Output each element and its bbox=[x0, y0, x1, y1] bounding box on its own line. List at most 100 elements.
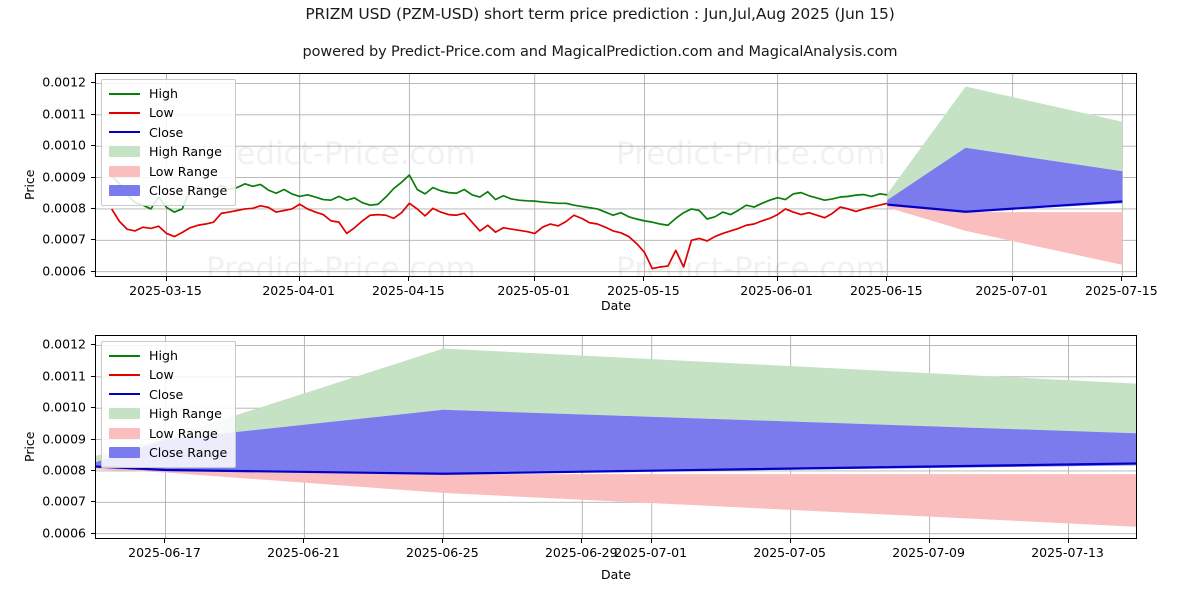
legend-item-label: Close bbox=[149, 124, 184, 140]
y-tick-mark bbox=[91, 375, 95, 377]
x-tick-label: 2025-04-01 bbox=[262, 283, 336, 298]
legend-item-label: Low Range bbox=[149, 163, 218, 179]
y-tick-label: 0.0008 bbox=[42, 462, 86, 478]
y-tick-label: 0.0009 bbox=[42, 169, 86, 185]
legend-item-label: Low bbox=[149, 105, 174, 121]
watermark-text: Predict-Price.com bbox=[206, 251, 476, 277]
legend-item-close: Close bbox=[109, 385, 227, 404]
legend-line-swatch bbox=[109, 354, 140, 357]
low-price-line bbox=[110, 202, 888, 270]
close-range-band bbox=[96, 409, 1136, 475]
y-tick-label: 0.0007 bbox=[42, 493, 86, 509]
y-tick-mark bbox=[91, 82, 95, 84]
x-tick-mark bbox=[303, 539, 305, 543]
y-tick-mark bbox=[91, 207, 95, 209]
y-tick-label: 0.0012 bbox=[42, 336, 86, 352]
low-range-band bbox=[887, 203, 1123, 265]
legend-patch-swatch bbox=[109, 185, 140, 197]
x-tick-label: 2025-07-05 bbox=[753, 545, 826, 560]
x-axis-label-bottom: Date bbox=[601, 567, 631, 582]
legend-patch-swatch bbox=[109, 146, 140, 158]
legend-line-swatch bbox=[109, 374, 140, 377]
x-tick-label: 2025-07-01 bbox=[614, 545, 688, 560]
x-tick-mark bbox=[165, 277, 167, 281]
legend-item-high-range: High Range bbox=[109, 404, 227, 423]
x-axis-label-top: Date bbox=[601, 298, 631, 313]
legend-item-label: Close Range bbox=[149, 182, 228, 198]
y-tick-label: 0.0012 bbox=[42, 74, 86, 90]
y-tick-label: 0.0010 bbox=[42, 399, 86, 415]
x-tick-label: 2025-06-17 bbox=[128, 545, 201, 560]
y-tick-mark bbox=[91, 532, 95, 534]
x-tick-label: 2025-06-25 bbox=[406, 545, 479, 560]
y-tick-mark bbox=[91, 239, 95, 241]
y-tick-label: 0.0006 bbox=[42, 263, 86, 279]
y-tick-mark bbox=[91, 176, 95, 178]
y-tick-label: 0.0009 bbox=[42, 431, 86, 447]
legend-item-label: High bbox=[149, 86, 178, 101]
x-tick-mark bbox=[533, 277, 535, 281]
y-tick-mark bbox=[91, 438, 95, 440]
x-tick-label: 2025-07-01 bbox=[975, 283, 1048, 298]
x-tick-mark bbox=[886, 277, 888, 281]
page-subtitle: powered by Predict-Price.com and Magical… bbox=[302, 44, 898, 60]
legend-item-low-range: Low Range bbox=[109, 424, 227, 443]
legend-line-swatch bbox=[109, 131, 140, 134]
legend-patch-swatch bbox=[109, 447, 140, 459]
legend-item-label: Low Range bbox=[149, 425, 218, 441]
legend-item-label: Close bbox=[149, 386, 184, 402]
x-tick-mark bbox=[1067, 539, 1069, 543]
high-range-band bbox=[887, 86, 1123, 203]
y-tick-mark bbox=[91, 407, 95, 409]
legend-line-swatch bbox=[109, 112, 140, 115]
x-tick-label: 2025-07-09 bbox=[892, 545, 965, 560]
close-price-line bbox=[887, 200, 1123, 213]
legend-item-high: High bbox=[109, 84, 227, 103]
legend-line-swatch bbox=[109, 92, 140, 95]
x-tick-label: 2025-07-15 bbox=[1085, 283, 1158, 298]
x-tick-mark bbox=[164, 539, 166, 543]
x-tick-mark bbox=[298, 277, 300, 281]
legend-patch-swatch bbox=[109, 427, 140, 439]
x-tick-mark bbox=[789, 539, 791, 543]
x-tick-mark bbox=[581, 539, 583, 543]
x-tick-mark bbox=[643, 277, 645, 281]
legend-item-close-range: Close Range bbox=[109, 443, 227, 462]
x-tick-mark bbox=[776, 277, 778, 281]
y-tick-label: 0.0006 bbox=[42, 525, 86, 541]
legend-item-close: Close bbox=[109, 123, 227, 142]
legend-item-label: High Range bbox=[149, 406, 222, 422]
x-tick-label: 2025-05-15 bbox=[607, 283, 680, 298]
x-tick-label: 2025-04-15 bbox=[372, 283, 445, 298]
page-title: PRIZM USD (PZM-USD) short term price pre… bbox=[305, 5, 895, 23]
x-tick-mark bbox=[408, 277, 410, 281]
y-tick-label: 0.0008 bbox=[42, 200, 86, 216]
x-tick-label: 2025-03-15 bbox=[129, 283, 202, 298]
x-tick-label: 2025-05-01 bbox=[497, 283, 571, 298]
legend-item-label: Close Range bbox=[149, 444, 228, 460]
x-tick-label: 2025-07-13 bbox=[1031, 545, 1104, 560]
y-tick-label: 0.0010 bbox=[42, 137, 86, 153]
legend-item-low: Low bbox=[109, 103, 227, 122]
y-tick-mark bbox=[91, 270, 95, 272]
y-tick-mark bbox=[91, 344, 95, 346]
close-price-line bbox=[96, 462, 1136, 475]
x-tick-label: 2025-06-01 bbox=[740, 283, 813, 298]
close-range-band bbox=[887, 147, 1123, 213]
x-tick-label: 2025-06-15 bbox=[849, 283, 923, 298]
legend-item-low-range: Low Range bbox=[109, 162, 227, 181]
legend-line-swatch bbox=[109, 393, 140, 396]
y-tick-label: 0.0011 bbox=[42, 106, 86, 122]
watermark-text: Predict-Price.com bbox=[206, 136, 476, 172]
x-tick-label: 2025-06-21 bbox=[267, 545, 340, 560]
legend-item-label: High bbox=[149, 348, 178, 363]
legend-item-close-range: Close Range bbox=[109, 181, 227, 200]
low-range-band bbox=[96, 465, 1136, 527]
legend-item-high-range: High Range bbox=[109, 142, 227, 161]
x-tick-mark bbox=[1011, 277, 1013, 281]
x-tick-mark bbox=[442, 539, 444, 543]
legend-top: High Low Close High Range Low Range Close Ran… bbox=[101, 79, 237, 207]
top-chart-plot-area: Predict-Price.com Predict-Price.com Predic… bbox=[95, 73, 1137, 277]
y-tick-mark bbox=[91, 501, 95, 503]
